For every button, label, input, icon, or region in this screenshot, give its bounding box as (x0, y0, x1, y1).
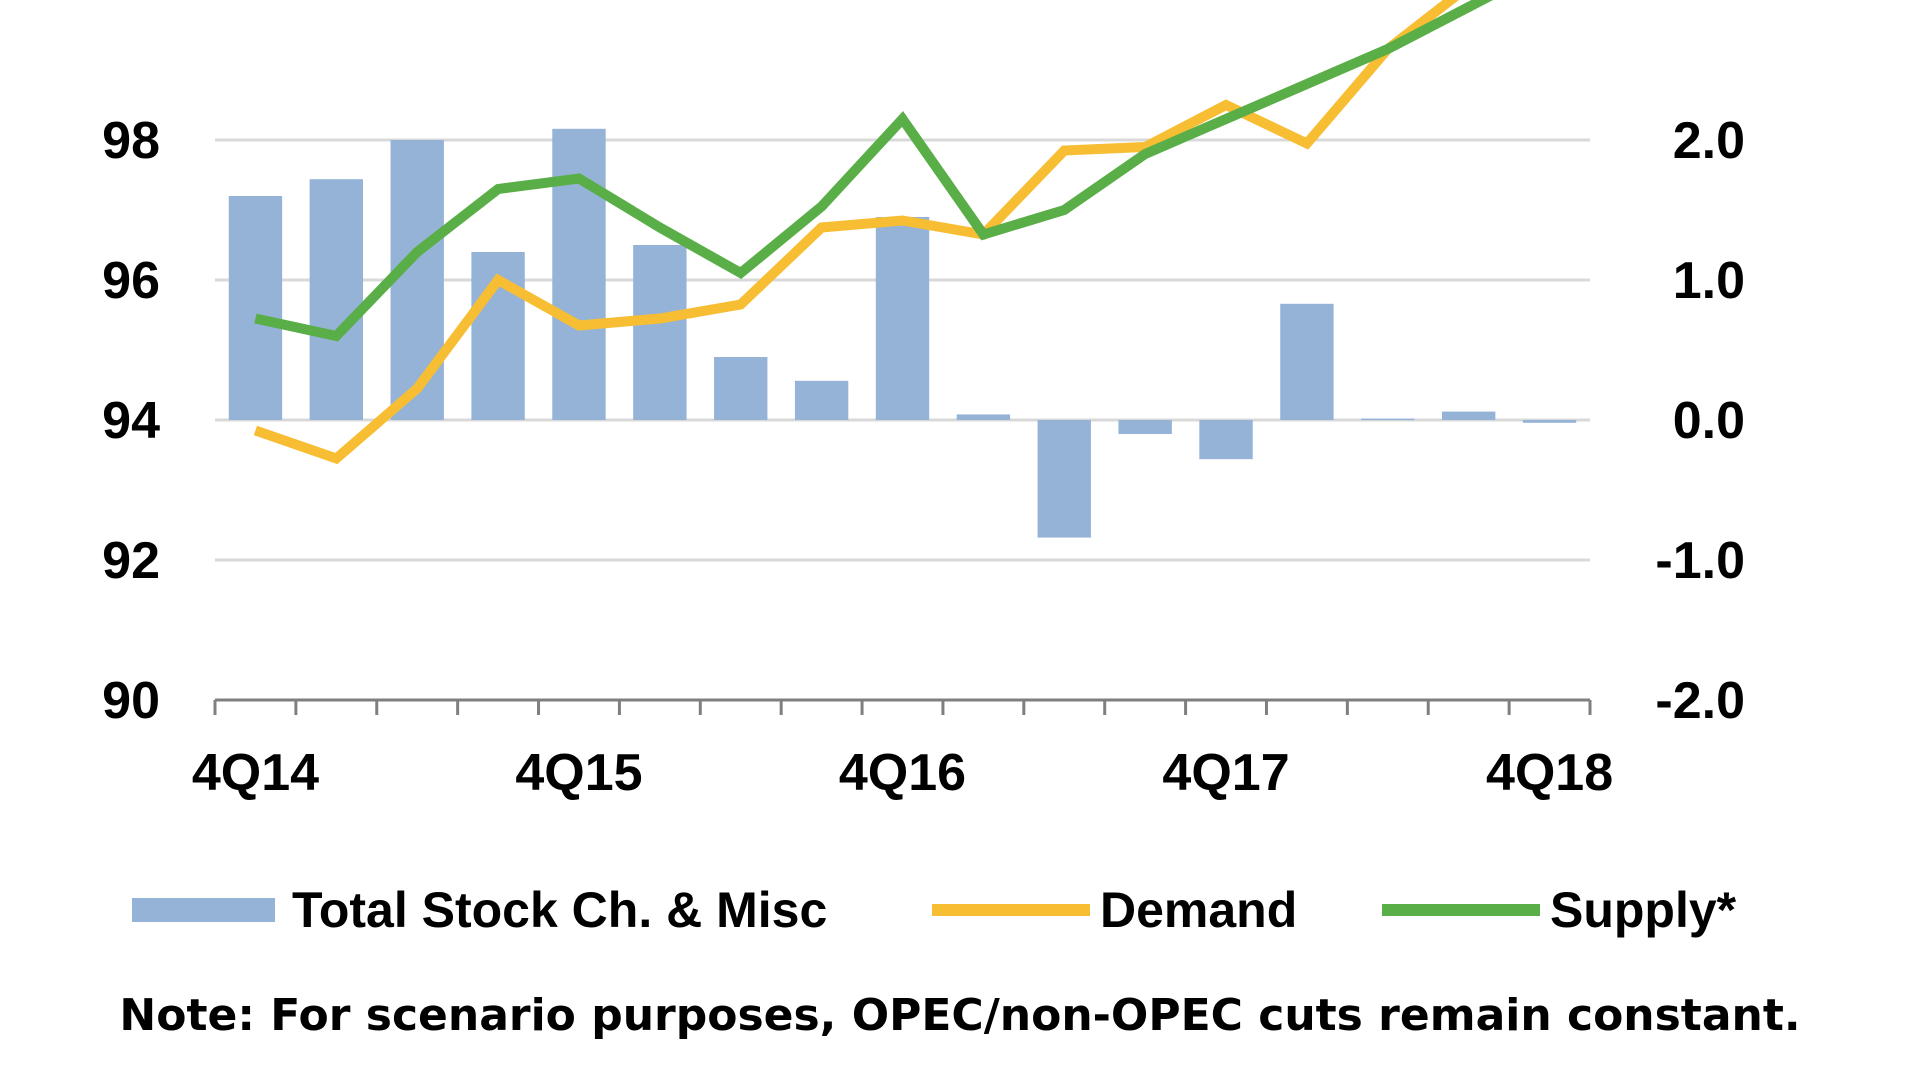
legend: Total Stock Ch. & Misc Demand Supply* (132, 882, 1737, 938)
legend-label: Demand (1100, 882, 1297, 938)
legend-label: Total Stock Ch. & Misc (292, 882, 827, 938)
x-tick-label-4Q17: 4Q17 (1162, 744, 1289, 802)
bar-2Q17 (1037, 420, 1091, 538)
left-y-tick-label: 96 (102, 252, 160, 310)
x-axis (213, 698, 1592, 715)
bar-4Q16 (875, 217, 930, 420)
bar-series-total-stock (228, 128, 1577, 538)
left-y-tick-label: 94 (102, 392, 160, 450)
bar-2Q15 (390, 140, 444, 420)
x-axis-ticks: 4Q14 4Q15 4Q16 4Q17 4Q18 (192, 744, 1613, 802)
right-y-tick-label: 0.0 (1673, 392, 1745, 450)
right-y-tick-label: 2.0 (1673, 112, 1745, 170)
x-tick-label-4Q18: 4Q18 (1486, 744, 1613, 802)
bar-1Q15 (309, 179, 364, 420)
line-demand (253, 0, 1459, 465)
right-y-tick-label: -1.0 (1655, 532, 1745, 590)
bar-4Q18 (1522, 420, 1577, 423)
bar-3Q18 (1441, 411, 1496, 420)
line-supply (254, 0, 1494, 342)
right-y-axis-ticks: -2.0 -1.0 0.0 1.0 2.0 (1655, 112, 1745, 730)
bar-4Q14 (228, 196, 283, 420)
line-series (253, 0, 1494, 465)
bar-1Q18 (1280, 303, 1334, 420)
left-y-tick-label: 90 (102, 672, 160, 730)
left-y-tick-label: 98 (102, 112, 160, 170)
chart-note: Note: For scenario purposes, OPEC/non-OP… (119, 990, 1800, 1041)
bar-1Q17 (956, 414, 1011, 420)
left-y-tick-label: 92 (102, 532, 160, 590)
bar-4Q17 (1199, 420, 1253, 460)
right-y-tick-label: -2.0 (1655, 672, 1745, 730)
legend-label: Supply* (1550, 882, 1737, 938)
x-tick-label-4Q15: 4Q15 (515, 744, 642, 802)
x-tick-label-4Q16: 4Q16 (839, 744, 966, 802)
bar-3Q16 (794, 380, 849, 420)
bar-1Q16 (633, 245, 687, 420)
bar-2Q18 (1361, 418, 1415, 421)
left-y-axis-ticks: 90 92 94 96 98 (102, 112, 160, 730)
x-tick-label-4Q14: 4Q14 (192, 744, 319, 802)
legend-swatch-bar (132, 898, 275, 922)
bar-3Q17 (1118, 420, 1172, 434)
right-y-tick-label: 1.0 (1673, 252, 1745, 310)
bar-2Q16 (714, 357, 768, 420)
bar-4Q15 (552, 128, 606, 421)
